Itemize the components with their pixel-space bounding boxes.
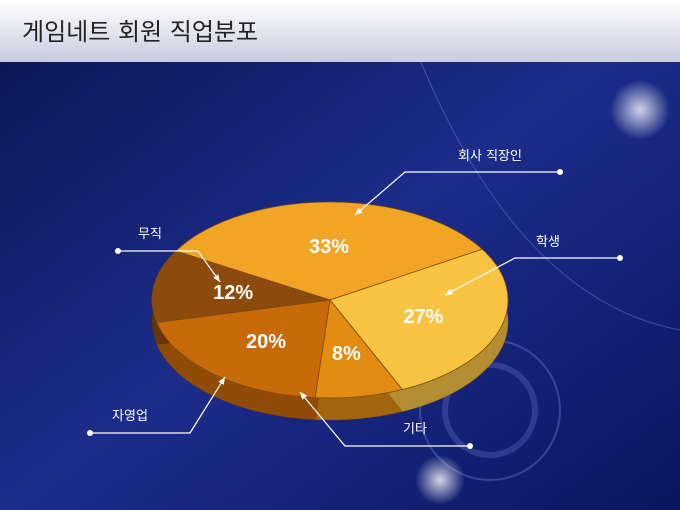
leader-arrow — [218, 377, 225, 385]
slice — [156, 299, 331, 399]
value-label: 8% — [332, 343, 361, 365]
slice — [175, 201, 484, 301]
leader-line — [444, 257, 620, 296]
title-bar — [0, 0, 680, 62]
slice — [314, 299, 404, 399]
value-label: 20% — [246, 331, 286, 353]
leader-dot — [467, 443, 473, 449]
leader-line — [118, 250, 221, 283]
leader-arrow — [355, 207, 363, 215]
decor-glow — [415, 455, 465, 505]
chart-title: 게임네트 회원 직업분포 — [22, 18, 258, 46]
category-label: 자영업 — [112, 409, 148, 424]
category-label: 학생 — [536, 235, 560, 250]
category-label: 기타 — [403, 422, 427, 437]
value-label: 33% — [309, 236, 349, 258]
category-label: 회사 직장인 — [458, 149, 522, 164]
leader-dot — [557, 169, 563, 175]
slice — [151, 250, 331, 323]
value-label: 12% — [213, 282, 253, 304]
leader-dot — [115, 248, 121, 254]
leader-arrow — [445, 288, 453, 295]
leader-line — [90, 376, 226, 434]
leader-arrow — [213, 274, 220, 282]
decor-glow — [610, 80, 670, 140]
leader-dot — [87, 430, 93, 436]
value-label: 27% — [403, 306, 443, 328]
decor-arc — [419, 59, 680, 331]
leader-line — [299, 391, 470, 447]
leader-line — [354, 171, 560, 216]
pie: 33% 회사 직장인 27% 학생 8% 기타 20% 자영업 12% 무직 — [87, 149, 623, 449]
leader-arrow — [300, 392, 308, 400]
leader-dot — [617, 255, 623, 261]
category-label: 무직 — [138, 227, 162, 242]
